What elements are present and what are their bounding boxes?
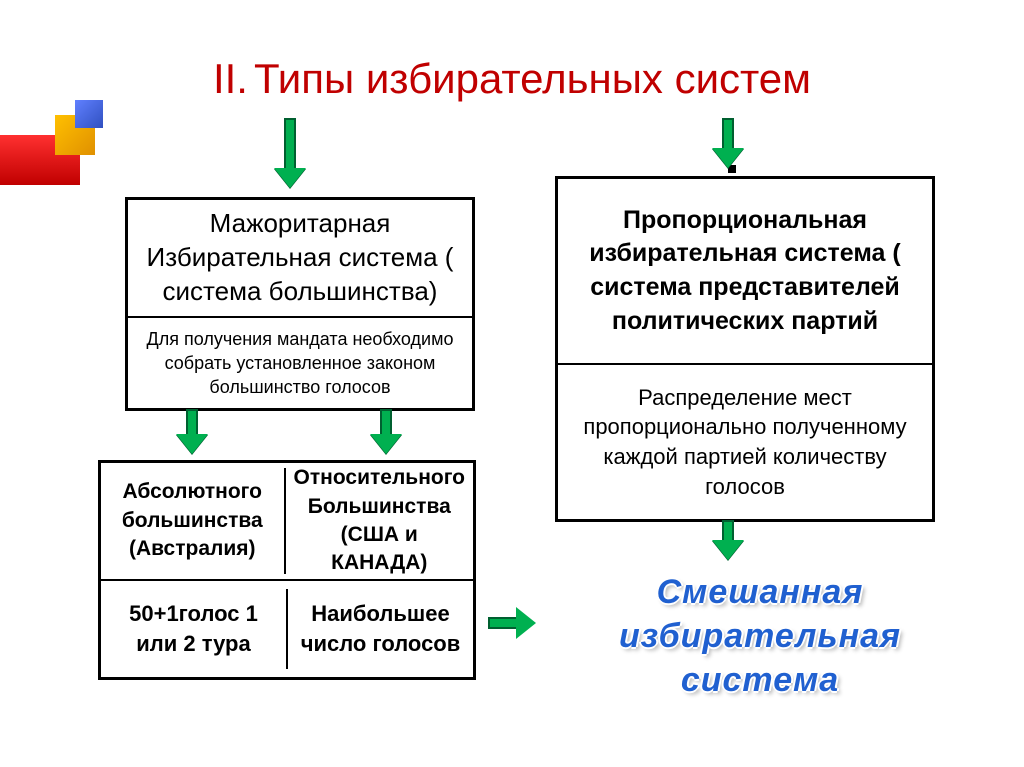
box-majority-types: Абсолютного большинства (Австралия) Отно… (98, 460, 476, 680)
arrow-head-icon (176, 434, 208, 454)
arrow-shaft (722, 118, 734, 150)
arrow-head-icon (712, 540, 744, 560)
box-majoritarian: Мажоритарная Избирательная система ( сис… (125, 197, 475, 411)
deco-blue-square (75, 100, 103, 128)
arrow-shaft (186, 409, 198, 436)
mixed-system-label: Смешанная избирательная система (560, 570, 960, 703)
arrow-title-to-left (274, 118, 306, 188)
mixed-line2: избирательная (560, 614, 960, 658)
majoritarian-header: Мажоритарная Избирательная система ( сис… (128, 200, 472, 318)
arrow-shaft (722, 520, 734, 542)
arrow-title-to-right (712, 118, 744, 168)
arrow-right-to-mixed (712, 520, 744, 560)
arrow-bottom-to-mixed (488, 607, 536, 639)
slide-decoration (0, 100, 140, 200)
proportional-desc: Распределение мест пропорционально получ… (558, 365, 932, 519)
majoritarian-desc: Для получения мандата необходимо собрать… (128, 318, 472, 408)
arrow-left-to-relative (370, 409, 402, 454)
mixed-line3: система (560, 658, 960, 702)
proportional-header: Пропорциональная избирательная система (… (558, 179, 932, 365)
arrow-head-icon (274, 168, 306, 188)
title-text: Типы избирательных систем (254, 55, 811, 102)
title-roman: II. (213, 55, 248, 102)
arrow-shaft (380, 409, 392, 436)
slide-title: II.Типы избирательных систем (0, 55, 1024, 103)
arrow-head-icon (516, 607, 536, 639)
arrow-shaft (488, 617, 518, 629)
mixed-line1: Смешанная (560, 570, 960, 614)
arrow-left-to-absolute (176, 409, 208, 454)
arrow-head-icon (712, 148, 744, 168)
relative-majority-desc: Наибольшее число голосов (288, 589, 473, 668)
relative-majority-header: Относительного Большинства (США и КАНАДА… (286, 454, 473, 587)
arrow-head-icon (370, 434, 402, 454)
box-proportional: Пропорциональная избирательная система (… (555, 176, 935, 522)
arrow-shaft (284, 118, 296, 170)
absolute-majority-header: Абсолютного большинства (Австралия) (101, 468, 286, 573)
absolute-majority-desc: 50+1голос 1 или 2 тура (101, 589, 288, 668)
